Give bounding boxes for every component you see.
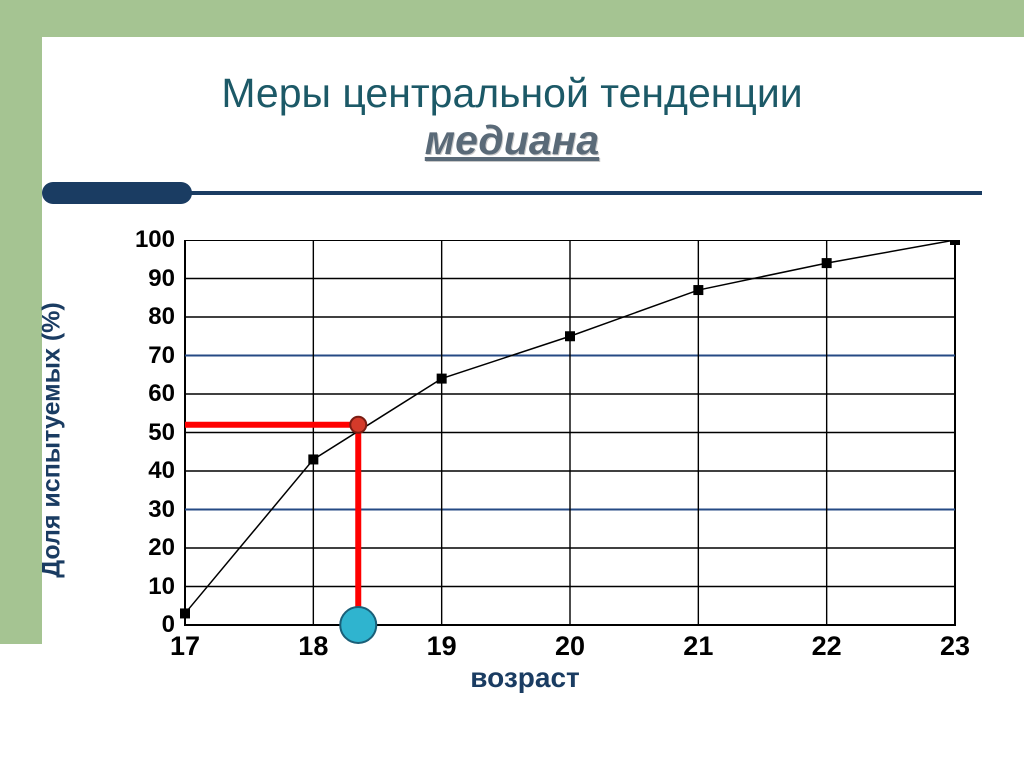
title-separator (42, 182, 982, 204)
xtick-label: 18 (283, 631, 343, 662)
slide: Меры центральной тенденции медиана Доля … (0, 0, 1024, 767)
xtick-label: 22 (797, 631, 857, 662)
ytick-label: 30 (115, 496, 175, 524)
y-axis-label: Доля испытуемых (%) (32, 250, 72, 630)
ytick-label: 10 (115, 573, 175, 601)
ytick-label: 20 (115, 534, 175, 562)
separator-line (152, 191, 982, 195)
separator-pill (42, 182, 192, 204)
x-axis-label: возраст (90, 662, 960, 694)
title-line-2: медиана (0, 117, 1024, 164)
xtick-label: 23 (925, 631, 985, 662)
xtick-label: 20 (540, 631, 600, 662)
xtick-label: 17 (155, 631, 215, 662)
ytick-label: 50 (115, 419, 175, 447)
xtick-label: 19 (412, 631, 472, 662)
title-line-1: Меры центральной тенденции (0, 70, 1024, 117)
decor-green-top (0, 0, 1024, 37)
ytick-label: 100 (115, 226, 175, 254)
ytick-label: 70 (115, 342, 175, 370)
chart-area: Доля испытуемых (%) возраст 010203040506… (90, 240, 960, 720)
ytick-label: 40 (115, 457, 175, 485)
ytick-label: 90 (115, 265, 175, 293)
xtick-label: 21 (668, 631, 728, 662)
ytick-label: 80 (115, 303, 175, 331)
slide-title: Меры центральной тенденции медиана (0, 70, 1024, 164)
ytick-label: 60 (115, 380, 175, 408)
